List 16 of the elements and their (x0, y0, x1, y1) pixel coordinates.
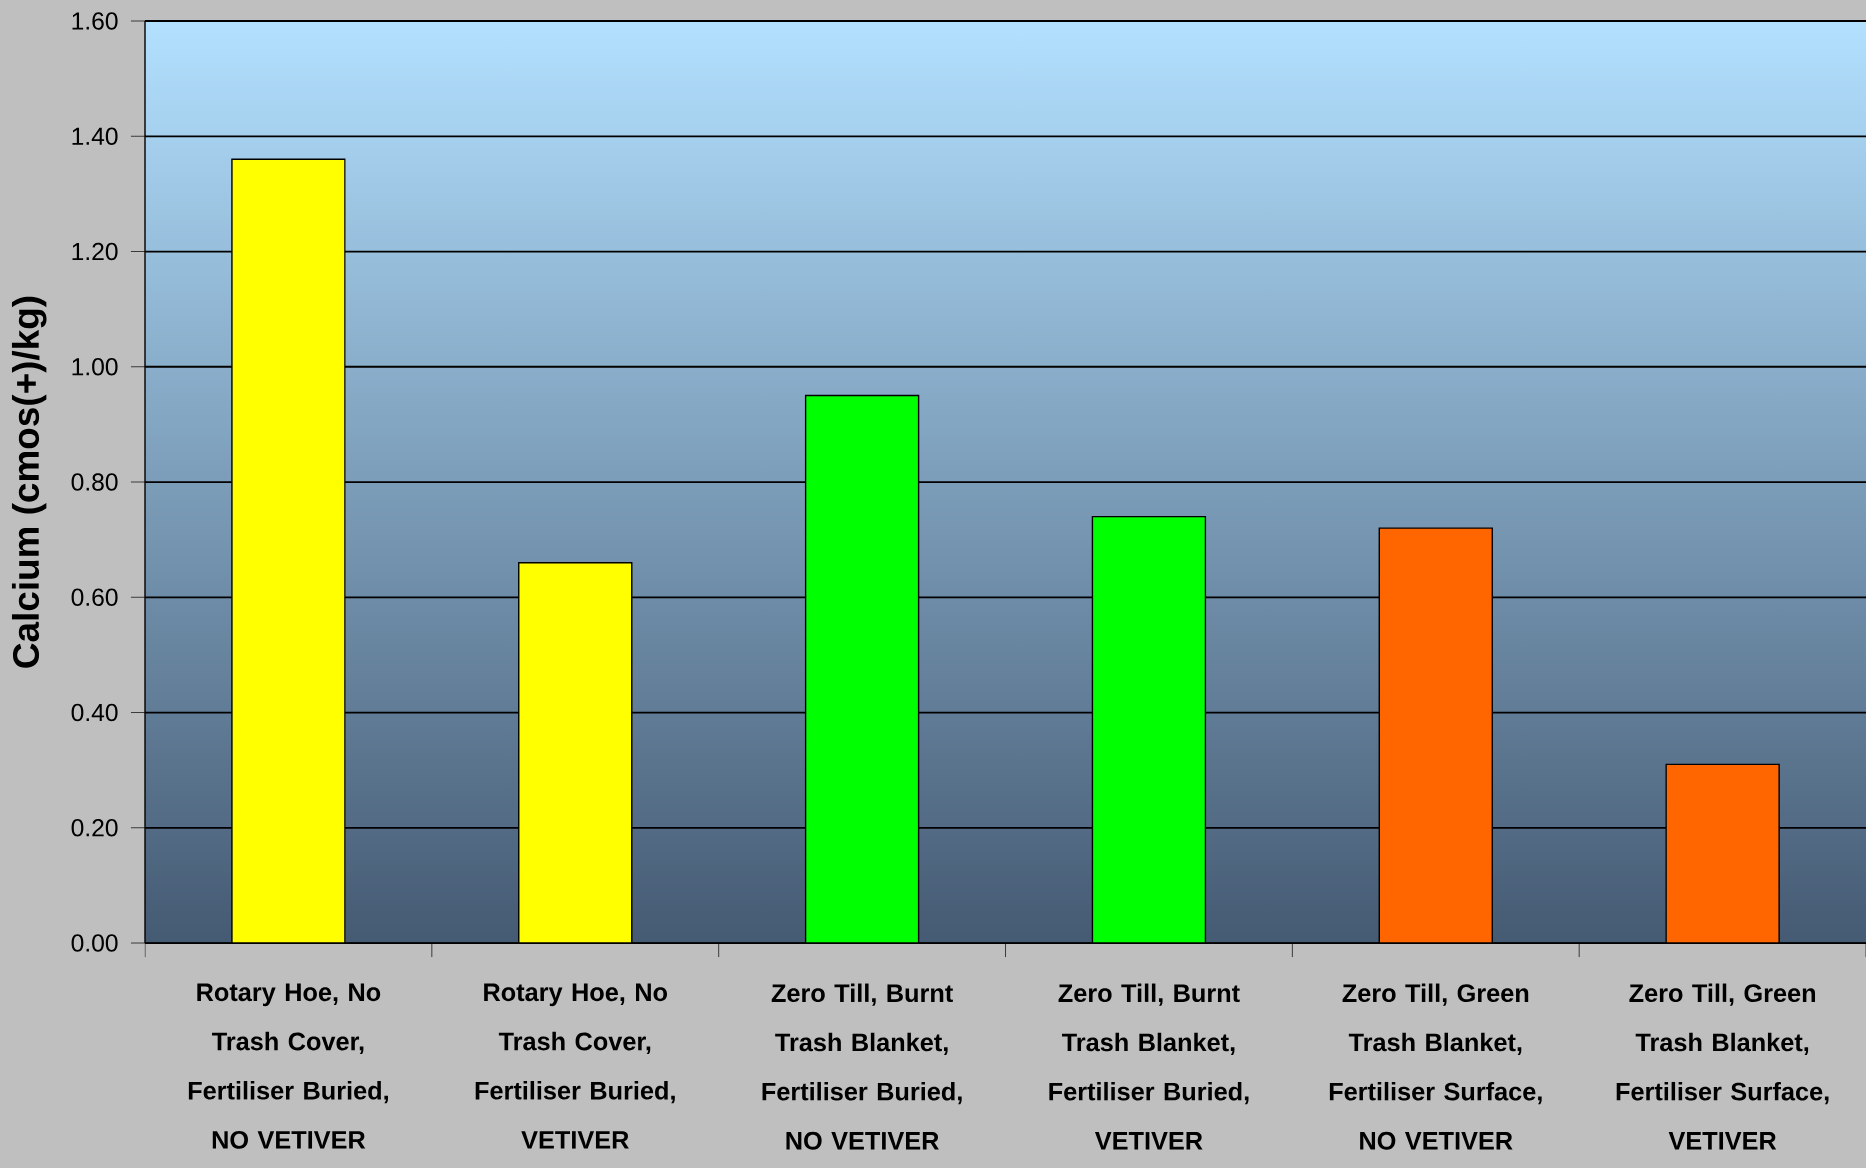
x-tick-label: Zero Till, Green Trash Blanket, Fertiliser Surface, NO VETIVER (1329, 983, 1542, 1150)
x-tick-label: Zero Till, Burnt Trash Blanket, Fertiliser Buried, VETIVER (1049, 983, 1249, 1150)
y-tick-label: 0.20 (71, 819, 118, 837)
y-tick-label: 0.00 (71, 934, 118, 952)
y-tick-label: 1.40 (72, 127, 118, 145)
y-tick-label: 1.20 (72, 242, 118, 261)
y-tick-label: 1.00 (72, 358, 118, 376)
x-tick-label: Zero Till, Green Trash Blanket, Fertiliser Surface, VETIVER (1616, 983, 1829, 1150)
y-axis-title: Calcium (cmos(+)/kg) (11, 296, 47, 668)
y-tick-label: 0.80 (71, 473, 118, 491)
x-tick-label: Rotary Hoe, No Trash Cover, Fertiliser Buried, VETIVER (475, 983, 675, 1149)
x-tick-label: Rotary Hoe, No Trash Cover, Fertiliser Buried, NO VETIVER (188, 983, 388, 1149)
y-tick-label: 0.40 (71, 703, 118, 722)
x-tick-label: Zero Till, Burnt Trash Blanket, Fertiliser Buried, NO VETIVER (762, 983, 962, 1150)
y-tick-label: 1.60 (72, 12, 118, 30)
y-tick-label: 0.60 (71, 588, 118, 606)
